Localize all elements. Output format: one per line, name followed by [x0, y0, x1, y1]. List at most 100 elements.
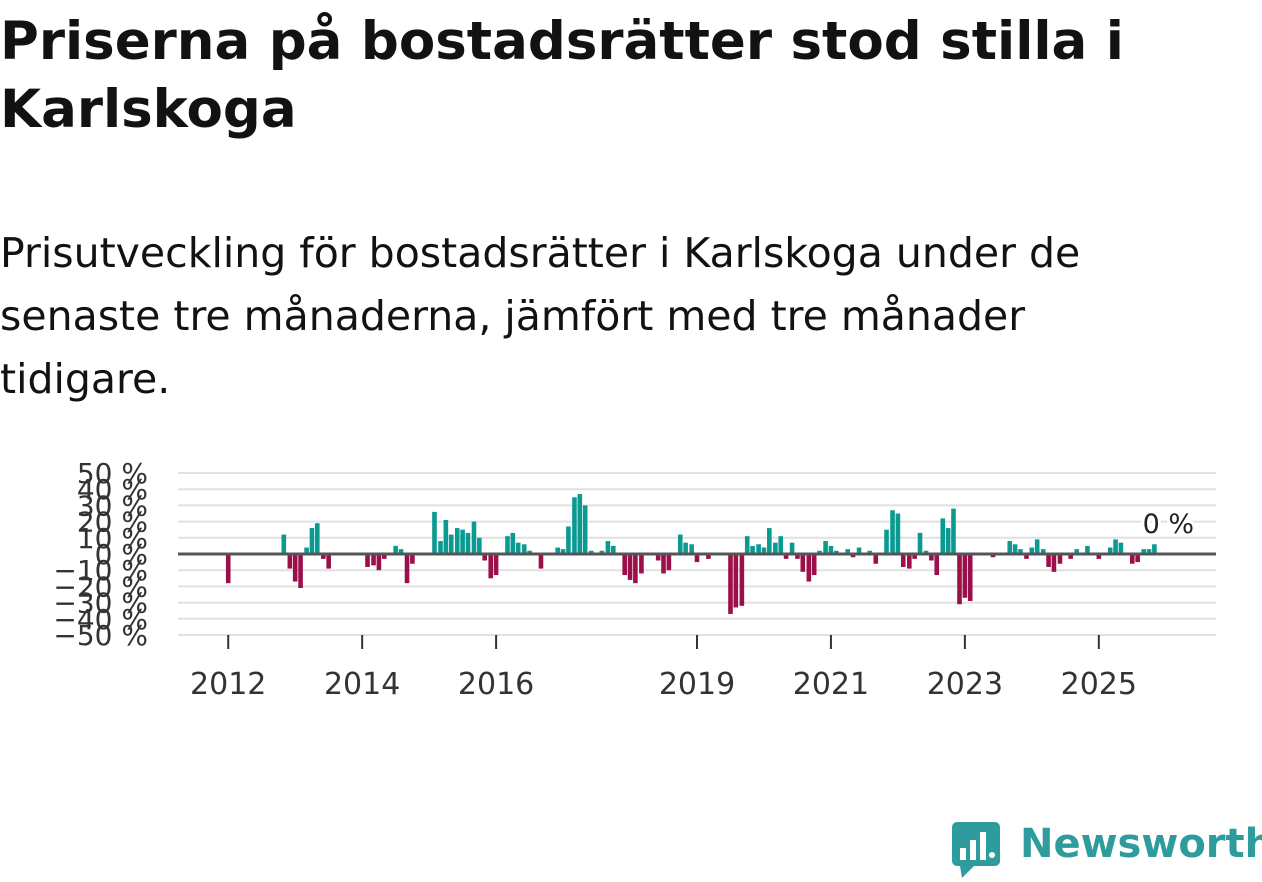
bar — [365, 554, 370, 567]
bar — [410, 554, 415, 564]
x-tick-label: 2025 — [1061, 667, 1137, 700]
bar — [1113, 539, 1118, 554]
bar — [761, 547, 767, 554]
bar — [728, 554, 733, 614]
x-tick-label: 2019 — [659, 667, 735, 700]
bar — [1057, 554, 1063, 564]
bar — [795, 554, 800, 559]
bar — [281, 534, 287, 554]
bar — [488, 554, 494, 579]
bar — [806, 554, 812, 582]
bar — [940, 518, 946, 554]
bar — [929, 554, 934, 561]
bar — [298, 554, 303, 589]
bar — [1007, 541, 1013, 554]
bar — [1024, 554, 1029, 559]
bar — [1141, 549, 1146, 554]
bar — [694, 554, 700, 563]
x-tick-label: 2014 — [324, 667, 400, 700]
bar — [817, 550, 822, 554]
bar — [1107, 547, 1113, 554]
bar — [828, 545, 834, 554]
bar — [823, 541, 828, 554]
y-tick-label: 10 % — [77, 522, 148, 555]
bar — [1096, 554, 1102, 559]
bar — [448, 534, 454, 554]
bar — [477, 537, 482, 554]
bar — [783, 554, 789, 559]
bar — [572, 497, 577, 554]
y-tick-label: 0 % — [95, 538, 148, 571]
bar — [867, 550, 873, 554]
bar — [432, 511, 437, 554]
bar — [756, 544, 761, 554]
price-change-bar-chart: 50 %40 %30 %20 %10 %0 %−10 %−20 %−30 %−4… — [53, 457, 1216, 700]
bar — [560, 549, 566, 554]
bar — [1146, 549, 1152, 554]
bar — [683, 542, 688, 554]
x-tick-label: 2023 — [927, 667, 1003, 700]
bar — [471, 521, 477, 554]
bar — [850, 554, 856, 558]
bar — [739, 554, 745, 606]
bar — [515, 542, 521, 554]
bar — [767, 528, 772, 554]
bar — [778, 536, 784, 554]
bar — [577, 494, 583, 554]
bar — [750, 545, 755, 554]
bar — [1074, 549, 1080, 554]
bar — [873, 554, 879, 564]
bar — [789, 542, 795, 554]
x-tick-label: 2012 — [190, 667, 266, 700]
x-tick-label: 2016 — [458, 667, 534, 700]
bar — [1018, 549, 1023, 554]
bar — [934, 554, 940, 576]
bar — [627, 554, 633, 580]
bar — [800, 554, 806, 572]
bar — [689, 544, 694, 554]
bar — [923, 550, 929, 554]
bar — [527, 550, 532, 554]
bar — [538, 554, 544, 569]
bar — [811, 554, 817, 576]
bar — [309, 528, 315, 554]
bar — [990, 554, 996, 558]
y-tick-label: −50 % — [53, 619, 148, 652]
bar — [639, 554, 644, 574]
bar — [677, 534, 683, 554]
y-tick-label: −30 % — [53, 587, 148, 620]
y-tick-label: −20 % — [53, 570, 148, 603]
bar — [912, 554, 917, 559]
y-tick-label: −40 % — [53, 603, 148, 636]
bar — [326, 554, 331, 569]
bar — [1029, 547, 1035, 554]
bar — [398, 549, 404, 554]
bar — [443, 519, 449, 554]
bar — [1046, 554, 1051, 567]
bar — [381, 554, 387, 559]
bar — [454, 528, 460, 554]
bar — [856, 547, 862, 554]
bar — [1135, 554, 1140, 563]
bar — [610, 545, 616, 554]
brand-logo: Newsworthy — [950, 818, 1262, 880]
bar — [393, 545, 398, 554]
bar — [845, 549, 850, 554]
bar — [404, 554, 410, 584]
bar — [1118, 542, 1124, 554]
bar — [292, 554, 298, 582]
bar — [967, 554, 973, 601]
bar — [314, 523, 320, 554]
newsworthy-logo-icon — [952, 822, 1000, 878]
bar — [465, 532, 471, 554]
bar — [588, 550, 594, 554]
bar — [521, 544, 527, 554]
y-tick-label: 40 % — [77, 473, 148, 506]
bar — [666, 554, 672, 571]
bar — [1040, 549, 1046, 554]
bar — [744, 536, 750, 554]
bar — [633, 554, 638, 584]
bar — [945, 528, 951, 554]
y-tick-label: 20 % — [77, 506, 148, 539]
bar — [555, 547, 561, 554]
